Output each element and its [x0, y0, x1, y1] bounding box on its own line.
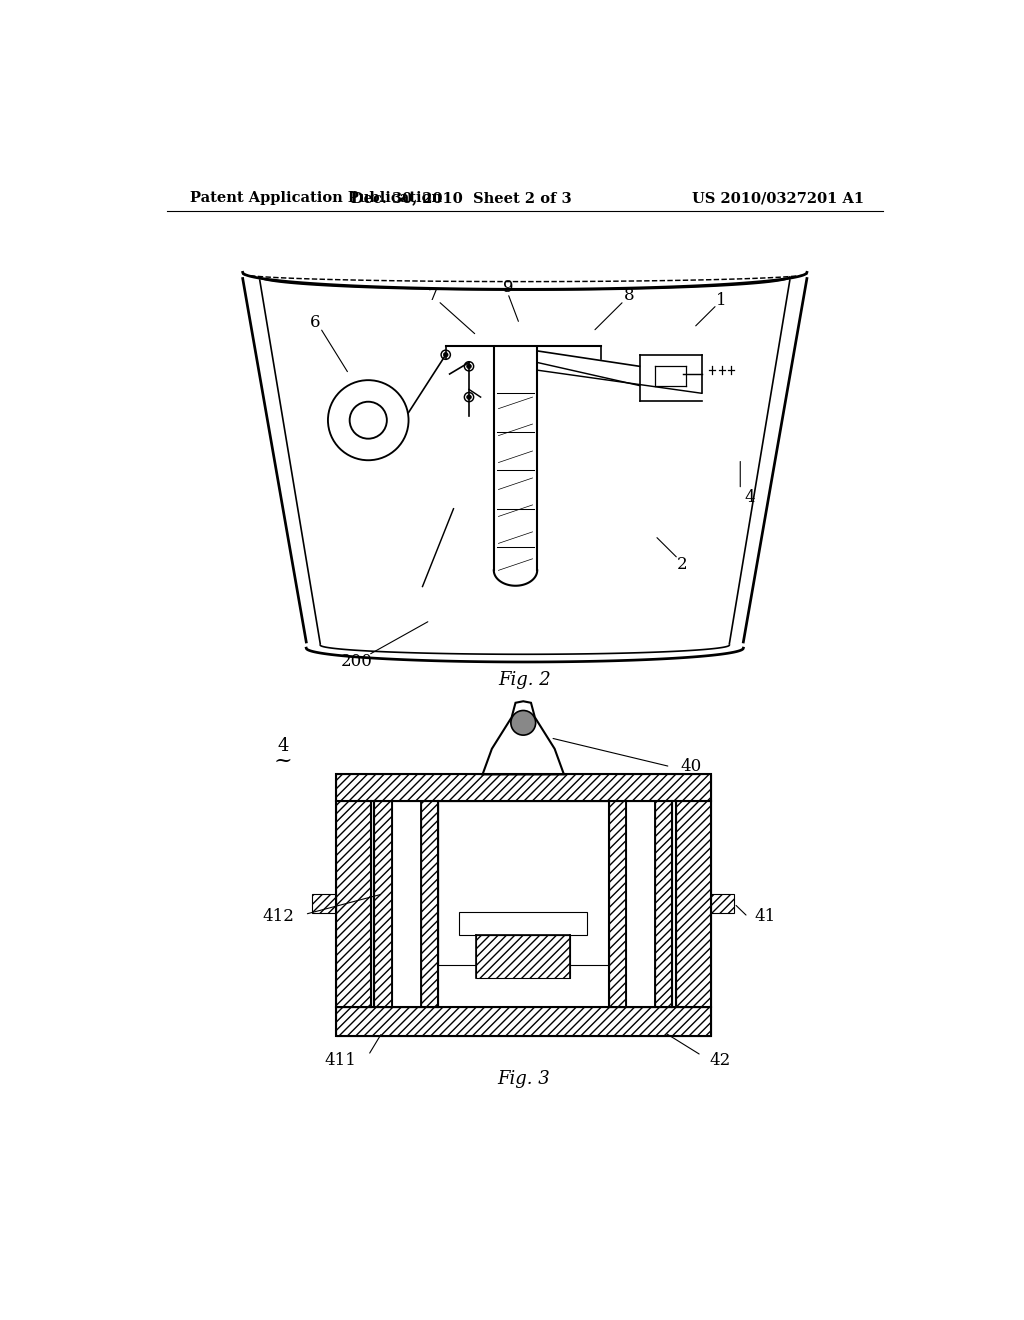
Text: 6: 6 [310, 314, 321, 331]
Bar [476, 936, 570, 978]
Text: 1: 1 [716, 292, 726, 309]
Bar [336, 801, 371, 1007]
Bar [711, 894, 734, 913]
Polygon shape [482, 701, 564, 775]
Bar [438, 801, 608, 965]
Bar [336, 775, 711, 801]
Text: 2: 2 [677, 557, 687, 573]
Bar [312, 894, 336, 913]
Bar [676, 801, 711, 1007]
Bar [460, 912, 587, 936]
Text: 4: 4 [744, 488, 755, 506]
Circle shape [443, 352, 449, 356]
Bar [626, 801, 655, 1007]
Bar [608, 801, 626, 1007]
Text: 7: 7 [428, 286, 438, 304]
Bar [655, 801, 672, 1007]
Bar [421, 801, 438, 1007]
Circle shape [467, 364, 471, 368]
Text: Fig. 3: Fig. 3 [497, 1069, 550, 1088]
Text: Dec. 30, 2010  Sheet 2 of 3: Dec. 30, 2010 Sheet 2 of 3 [351, 191, 571, 206]
Text: 41: 41 [755, 908, 775, 925]
Text: 412: 412 [263, 908, 295, 925]
Text: 411: 411 [325, 1052, 356, 1069]
Text: US 2010/0327201 A1: US 2010/0327201 A1 [692, 191, 864, 206]
Bar [336, 775, 711, 1036]
Text: 42: 42 [710, 1052, 730, 1069]
Bar [375, 801, 391, 1007]
Text: 4: 4 [278, 738, 289, 755]
Text: 8: 8 [624, 286, 635, 304]
Bar [336, 1007, 711, 1036]
Text: 200: 200 [341, 652, 373, 669]
Circle shape [511, 710, 536, 735]
Text: Fig. 2: Fig. 2 [499, 672, 551, 689]
Text: ~: ~ [273, 750, 292, 772]
Bar [391, 801, 421, 1007]
Circle shape [467, 395, 471, 400]
Text: 40: 40 [681, 758, 701, 775]
Text: 9: 9 [503, 280, 513, 296]
Text: Patent Application Publication: Patent Application Publication [190, 191, 442, 206]
